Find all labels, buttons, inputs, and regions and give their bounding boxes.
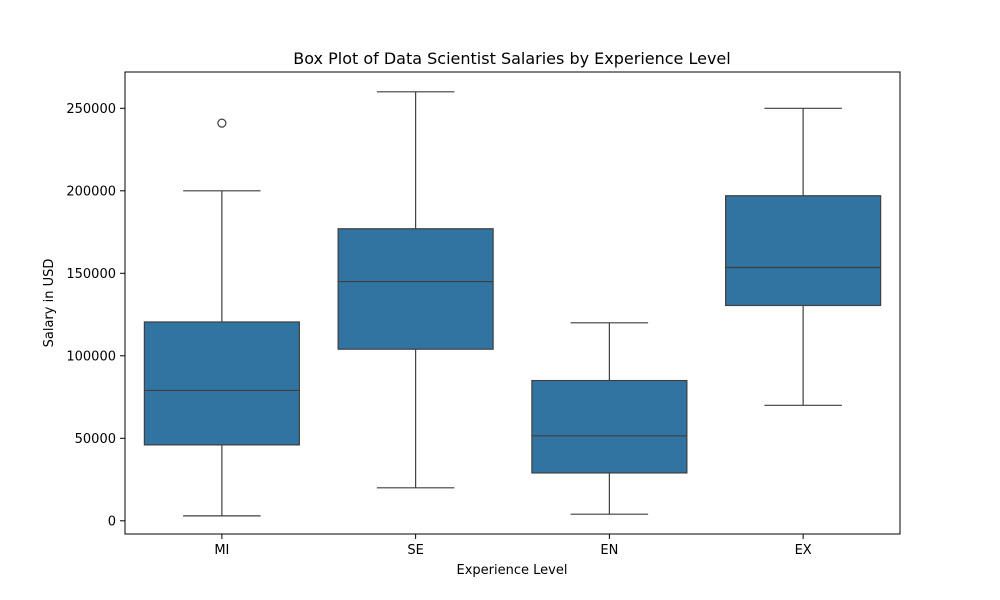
outlier-mi-0	[217, 118, 227, 128]
plot-frame	[124, 71, 901, 535]
x-axis-label: Experience Level	[457, 563, 568, 578]
iqr-box-mi	[143, 321, 300, 446]
y-tick-label-250000: 250000	[66, 102, 116, 117]
y-tick-label-100000: 100000	[66, 349, 116, 364]
x-tick-label-ex: EX	[795, 543, 812, 558]
y-tick-label-200000: 200000	[66, 184, 116, 199]
y-axis: 0 50000 100000 150000 200000 250000	[66, 102, 125, 529]
box-se	[337, 91, 494, 489]
y-tick-label-150000: 150000	[66, 267, 116, 282]
chart-title: Box Plot of Data Scientist Salaries by E…	[293, 49, 730, 68]
iqr-box-se	[337, 228, 494, 350]
x-tick-label-en: EN	[600, 543, 618, 558]
box-mi	[143, 118, 300, 517]
x-tick-label-se: SE	[407, 543, 423, 558]
y-tick-label-0: 0	[108, 514, 116, 529]
x-axis: MI SE EN EX	[214, 534, 812, 558]
box-en	[531, 322, 688, 515]
iqr-box-ex	[725, 195, 882, 307]
plot-area	[143, 91, 882, 517]
y-tick-label-50000: 50000	[75, 432, 116, 447]
box-ex	[725, 107, 882, 406]
iqr-box-en	[531, 379, 688, 474]
y-axis-label: Salary in USD	[42, 259, 57, 348]
x-tick-label-mi: MI	[214, 543, 229, 558]
